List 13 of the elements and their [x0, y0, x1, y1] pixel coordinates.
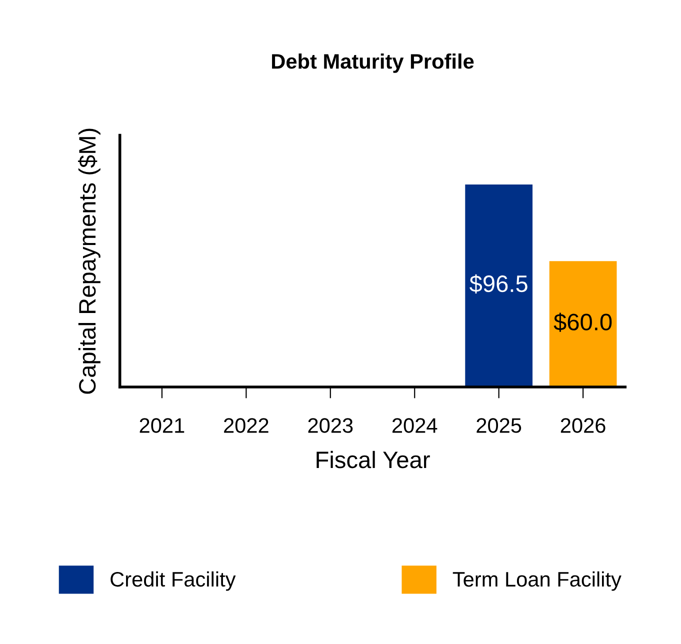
x-tick-label: 2024 — [392, 418, 438, 433]
x-tick-label: 2022 — [224, 418, 268, 433]
data-label: $60.0 — [554, 312, 612, 332]
legend-label: Credit Facility — [110, 571, 236, 591]
y-axis-title: Capital Repayments ($M) — [78, 128, 100, 394]
x-tick-label: 2021 — [140, 418, 184, 433]
x-tick-label: 2026 — [560, 418, 606, 433]
x-axis-title: Fiscal Year — [316, 450, 430, 468]
x-tick-label: 2025 — [476, 418, 522, 433]
legend-label: Term Loan Facility — [452, 571, 622, 591]
x-tick-label: 2023 — [308, 418, 353, 433]
data-label: $96.5 — [470, 274, 528, 294]
chart-title: Debt Maturity Profile — [272, 53, 474, 73]
